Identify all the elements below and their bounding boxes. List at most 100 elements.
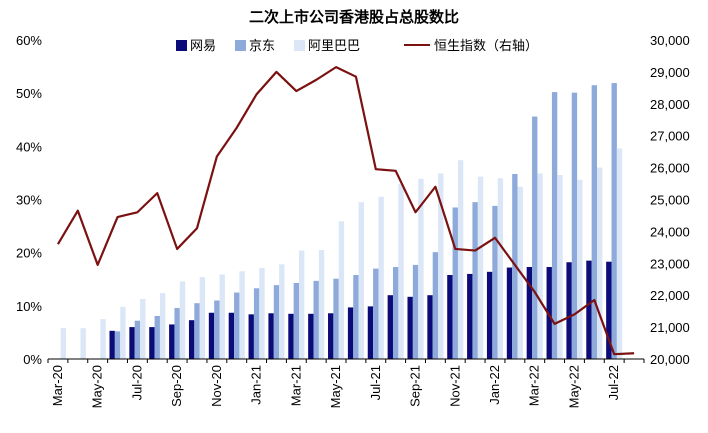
- x-tick-label: Mar-22: [527, 365, 542, 406]
- bar-jd: [412, 264, 419, 359]
- bar-jd: [273, 285, 280, 359]
- bar-alibaba: [299, 250, 305, 359]
- bar-netease: [228, 312, 235, 359]
- legend-swatch-jd: [235, 40, 246, 51]
- bar-alibaba: [219, 274, 225, 359]
- bar-netease: [506, 267, 513, 359]
- bar-netease: [566, 262, 572, 359]
- x-tick-label: Jan-21: [249, 365, 264, 405]
- bar-netease: [546, 267, 552, 359]
- bar-jd: [293, 282, 300, 359]
- bar-alibaba: [616, 148, 623, 359]
- bar-alibaba: [358, 202, 364, 359]
- bar-jd: [373, 268, 379, 359]
- x-tick-label: Nov-21: [447, 365, 462, 407]
- y-left-tick-label: 60%: [16, 33, 42, 48]
- x-tick-label: Sep-21: [408, 365, 423, 407]
- bar-alibaba: [199, 277, 206, 359]
- bar-netease: [169, 324, 175, 359]
- bar-netease: [149, 327, 155, 359]
- bar-alibaba: [557, 175, 563, 359]
- y-right-tick-label: 23,000: [650, 256, 690, 271]
- bar-jd: [532, 116, 538, 359]
- y-right-tick-label: 26,000: [650, 161, 690, 176]
- legend-swatch-alibaba: [294, 40, 305, 51]
- bar-netease: [407, 296, 413, 359]
- bar-alibaba: [60, 328, 66, 359]
- bar-netease: [308, 313, 314, 359]
- bar-alibaba: [597, 167, 603, 359]
- y-right-tick-label: 27,000: [650, 129, 690, 144]
- bar-netease: [268, 313, 274, 359]
- x-tick-label: May-21: [328, 365, 343, 408]
- bar-netease: [109, 330, 115, 359]
- bar-alibaba: [140, 298, 146, 359]
- bar-jd: [611, 83, 617, 359]
- plot-area: 0% 10% 20% 30% 40% 50% 60% 20,000 21,000 22,000 23…: [16, 33, 690, 408]
- x-tick-label: Jul-21: [368, 365, 383, 400]
- bar-jd: [253, 288, 260, 359]
- bar-alibaba: [477, 176, 484, 359]
- x-tick-label: Sep-20: [169, 365, 184, 407]
- x-tick-label: Nov-20: [209, 365, 224, 407]
- bar-netease: [328, 313, 334, 359]
- bar-alibaba: [418, 178, 424, 359]
- legend-label-alibaba: 阿里巴巴: [308, 39, 360, 54]
- bar-jd: [134, 320, 141, 359]
- bar-netease: [447, 275, 453, 359]
- bar-netease: [586, 260, 592, 359]
- bar-netease: [208, 312, 215, 359]
- bar-netease: [606, 261, 612, 359]
- bar-jd: [472, 202, 478, 359]
- bar-netease: [367, 306, 374, 359]
- bar-jd: [571, 92, 578, 359]
- bar-alibaba: [318, 250, 325, 359]
- y-right-tick-label: 29,000: [650, 65, 690, 80]
- y-left-tick-label: 0%: [23, 352, 42, 367]
- x-tick-label: May-20: [90, 365, 105, 408]
- bar-jd: [114, 331, 121, 359]
- bar-netease: [427, 295, 433, 359]
- bar-alibaba: [577, 179, 583, 359]
- y-left-tick-label: 40%: [16, 139, 42, 154]
- bar-alibaba: [100, 319, 106, 360]
- bar-alibaba: [338, 221, 345, 359]
- x-tick-label: Mar-20: [50, 365, 65, 406]
- y-right-tick-label: 20,000: [650, 352, 690, 367]
- bar-jd: [432, 252, 439, 359]
- bar-alibaba: [179, 281, 186, 359]
- chart-title: 二次上市公司香港股占总股数比: [249, 8, 459, 26]
- legend-label-hsi: 恒生指数（右轴）: [434, 39, 538, 54]
- bar-netease: [288, 313, 294, 359]
- y-left-tick-label: 10%: [16, 299, 42, 314]
- y-left-tick-label: 20%: [16, 246, 42, 261]
- bar-netease: [347, 307, 354, 359]
- bar-alibaba: [378, 196, 384, 359]
- bar-alibaba: [398, 184, 404, 359]
- bar-jd: [313, 280, 319, 359]
- bar-alibaba: [457, 160, 464, 359]
- bar-netease: [486, 271, 493, 359]
- bar-alibaba: [438, 173, 444, 359]
- bar-jd: [154, 315, 160, 359]
- y-right-tick-label: 24,000: [650, 224, 690, 239]
- legend-label-netease: 网易: [190, 39, 216, 54]
- y-right-tick-label: 21,000: [650, 320, 690, 335]
- bar-alibaba: [239, 271, 245, 359]
- y-right-tick-label: 30,000: [650, 33, 690, 48]
- y-left-tick-label: 50%: [16, 86, 42, 101]
- bar-jd: [591, 85, 598, 359]
- bar-netease: [526, 267, 533, 359]
- y-right-tick-label: 25,000: [650, 193, 690, 208]
- bar-jd: [234, 292, 240, 359]
- x-tick-label: Jul-22: [606, 365, 621, 400]
- bar-alibaba: [159, 293, 166, 359]
- legend-label-jd: 京东: [249, 39, 275, 54]
- x-tick-label: Mar-21: [288, 365, 303, 406]
- bar-alibaba: [537, 173, 543, 359]
- bar-netease: [248, 314, 254, 359]
- bar-jd: [392, 267, 399, 359]
- x-tick-label: Jan-22: [487, 365, 502, 405]
- bar-jd: [551, 92, 558, 359]
